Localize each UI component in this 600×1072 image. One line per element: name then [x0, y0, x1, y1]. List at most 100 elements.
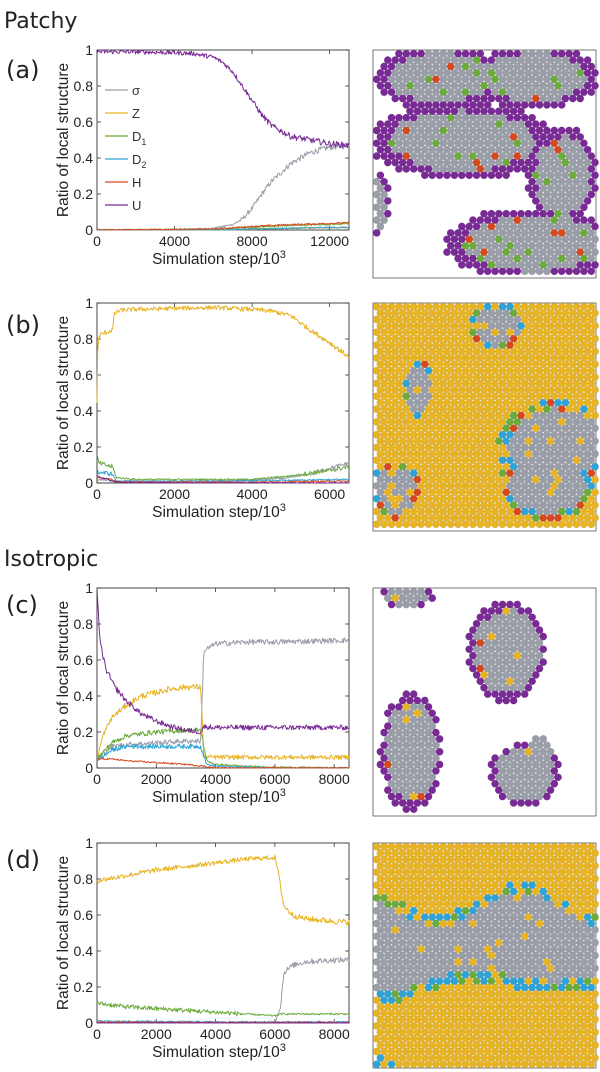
particle — [461, 1022, 470, 1030]
legend-label-Z: Z — [132, 106, 140, 121]
particle — [494, 424, 503, 433]
particle — [398, 735, 407, 743]
particle — [487, 645, 496, 654]
particle — [546, 488, 555, 497]
y-tick-label: 0.8 — [74, 871, 94, 887]
particle — [391, 773, 400, 782]
particle — [383, 196, 392, 205]
particle — [580, 970, 588, 979]
particle — [420, 437, 429, 445]
particle — [561, 56, 570, 64]
particle — [398, 760, 407, 769]
particle — [494, 56, 503, 64]
particle — [402, 1022, 411, 1030]
particle — [424, 996, 433, 1005]
particle — [454, 894, 462, 902]
particle — [413, 990, 422, 998]
particle — [568, 385, 577, 394]
particle — [587, 1022, 596, 1030]
particle — [576, 1054, 585, 1062]
particle — [513, 341, 522, 349]
particle — [587, 430, 596, 439]
particle — [443, 501, 451, 509]
particle — [520, 626, 529, 634]
particle — [568, 309, 577, 317]
particle — [483, 1022, 492, 1030]
series-line-Z — [96, 305, 350, 403]
particle — [580, 945, 588, 953]
particle — [565, 379, 573, 388]
particle — [517, 951, 525, 960]
particle — [420, 722, 429, 730]
particle — [439, 379, 448, 388]
particle — [472, 94, 481, 103]
particle — [435, 56, 444, 64]
particle — [394, 328, 403, 337]
particle — [454, 945, 462, 953]
particle — [483, 228, 492, 237]
particle — [380, 353, 388, 362]
particle — [572, 164, 581, 173]
particle — [513, 690, 522, 698]
particle — [417, 152, 425, 161]
particle — [580, 267, 588, 276]
particle — [443, 158, 451, 167]
series-line-D1 — [96, 1001, 350, 1017]
particle — [524, 475, 533, 484]
particle — [383, 1028, 392, 1037]
particle — [376, 449, 385, 458]
particle — [517, 773, 525, 782]
particle — [543, 302, 551, 311]
particle — [580, 405, 588, 413]
particle — [435, 735, 444, 743]
particle — [483, 469, 492, 477]
particle — [557, 254, 566, 263]
particle — [409, 983, 418, 992]
particle — [439, 1009, 448, 1017]
particle — [417, 1022, 425, 1030]
particle — [487, 900, 496, 909]
particle — [513, 101, 522, 109]
particle — [524, 900, 533, 909]
particle — [372, 919, 381, 928]
particle — [528, 894, 536, 902]
particle — [576, 501, 585, 509]
particle — [439, 1047, 448, 1056]
particle — [565, 241, 573, 250]
particle — [554, 862, 562, 870]
particle — [576, 424, 585, 433]
particle — [446, 392, 455, 401]
legend-label-subscript: 1 — [141, 137, 146, 147]
particle — [417, 919, 425, 928]
particle — [431, 417, 440, 426]
particle — [394, 430, 403, 439]
particle — [387, 868, 396, 877]
particle — [550, 417, 559, 426]
y-tick-label: 1 — [85, 295, 93, 311]
particle — [494, 248, 503, 257]
particle — [446, 228, 455, 237]
particle — [476, 430, 485, 439]
particle — [591, 309, 599, 317]
particle — [491, 754, 499, 762]
series-line-U — [96, 588, 350, 735]
particle — [402, 767, 411, 775]
particle — [539, 385, 548, 394]
particle — [491, 690, 499, 698]
particle — [480, 347, 488, 356]
particle — [565, 507, 573, 516]
particle — [391, 964, 400, 973]
particle — [505, 664, 514, 673]
particle — [402, 520, 411, 529]
particle — [413, 1041, 422, 1050]
particle — [546, 760, 555, 769]
particle — [572, 75, 581, 84]
particle — [580, 1060, 588, 1069]
particle — [491, 881, 499, 889]
particle — [454, 405, 462, 413]
particle — [587, 1047, 596, 1056]
particle — [454, 315, 462, 324]
particle — [561, 398, 570, 407]
particle — [457, 951, 466, 960]
particle — [524, 964, 533, 973]
